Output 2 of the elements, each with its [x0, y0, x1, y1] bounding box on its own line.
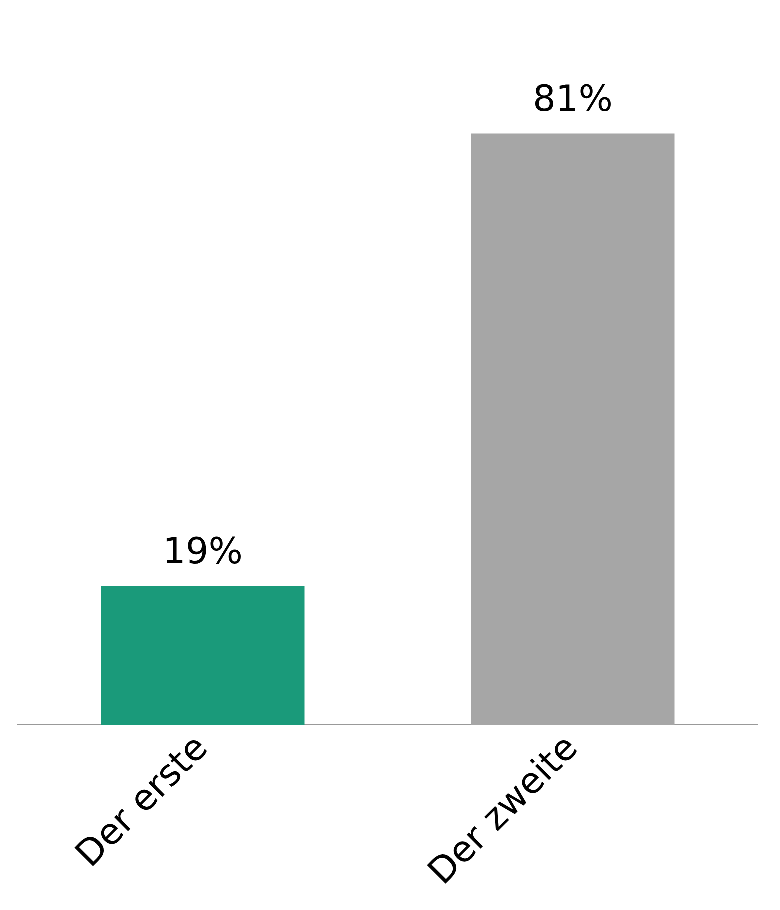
data-label: 81%: [532, 79, 614, 120]
data-label: 19%: [162, 532, 244, 573]
